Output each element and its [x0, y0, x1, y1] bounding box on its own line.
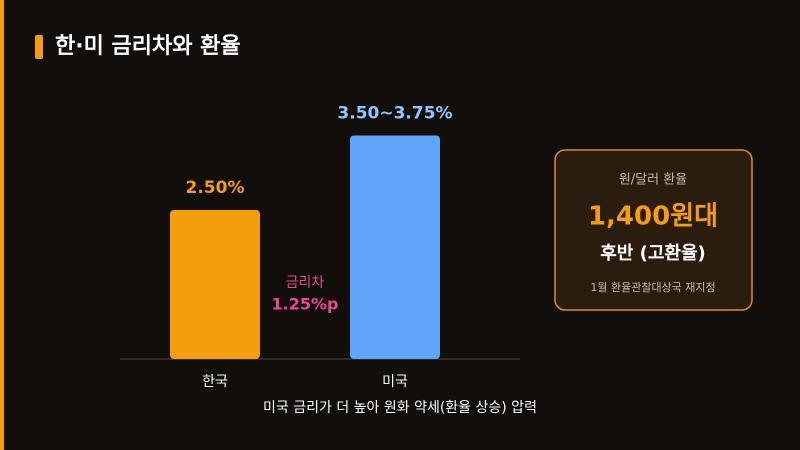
bar — [350, 135, 440, 359]
bar — [170, 210, 260, 359]
annotation-value: 1.25%p — [272, 295, 339, 314]
info-label: 원/달러 환율 — [619, 173, 687, 188]
title-marker — [35, 35, 43, 59]
info-note: 1월 환율관찰대상국 재지정 — [590, 281, 715, 294]
edge-stripe — [0, 0, 4, 450]
title: 한·미 금리차와 환율 — [55, 34, 241, 59]
x-tick-label: 미국 — [382, 374, 408, 390]
caption: 미국 금리가 더 높아 원화 약세(환율 상승) 압력 — [263, 400, 537, 416]
info-sub: 후반 (고환율) — [600, 242, 706, 264]
x-tick-label: 한국 — [202, 374, 228, 390]
value-label: 2.50% — [186, 178, 245, 198]
value-label: 3.50~3.75% — [337, 104, 452, 124]
annotation-label: 금리차 — [286, 275, 325, 291]
info-box — [554, 149, 753, 311]
info-value: 1,400원대 — [588, 202, 718, 232]
